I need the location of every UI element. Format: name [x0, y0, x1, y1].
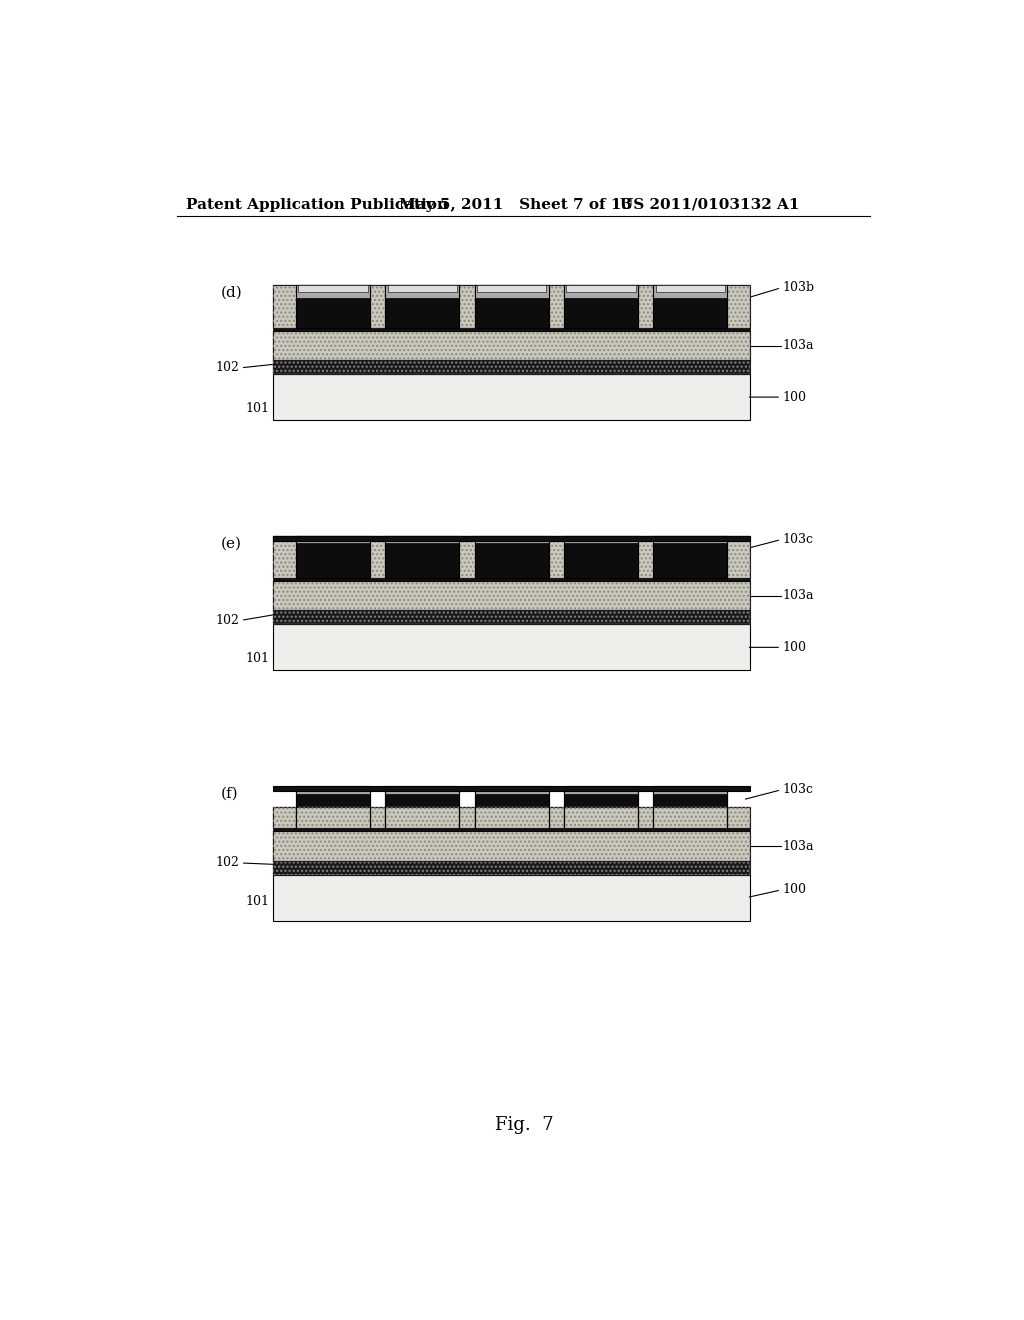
- Bar: [273, 624, 751, 671]
- Bar: [653, 807, 727, 828]
- Bar: [566, 285, 636, 292]
- Text: 103a: 103a: [782, 589, 814, 602]
- Text: (d): (d): [220, 286, 243, 300]
- Text: 102: 102: [215, 362, 240, 375]
- Bar: [273, 832, 751, 861]
- Bar: [273, 360, 751, 374]
- Text: 103c: 103c: [782, 783, 814, 796]
- Bar: [564, 536, 638, 578]
- Bar: [273, 581, 751, 610]
- Bar: [273, 610, 751, 624]
- Text: (f): (f): [220, 787, 239, 801]
- Text: Patent Application Publication: Patent Application Publication: [186, 198, 449, 211]
- Bar: [564, 285, 638, 298]
- Text: 101: 101: [245, 895, 269, 908]
- Bar: [653, 536, 727, 544]
- Bar: [296, 807, 370, 828]
- Text: 103a: 103a: [782, 339, 814, 352]
- Bar: [273, 374, 751, 420]
- Bar: [385, 807, 460, 828]
- Bar: [564, 785, 638, 829]
- Bar: [388, 285, 457, 292]
- Bar: [385, 536, 460, 578]
- Text: US 2011/0103132 A1: US 2011/0103132 A1: [620, 198, 799, 211]
- Bar: [273, 875, 751, 921]
- Bar: [296, 285, 370, 327]
- Bar: [385, 285, 460, 298]
- Bar: [296, 785, 370, 793]
- Bar: [564, 807, 638, 828]
- Bar: [475, 807, 549, 828]
- Bar: [655, 285, 725, 292]
- Bar: [385, 807, 460, 828]
- Bar: [564, 285, 638, 327]
- Bar: [653, 785, 727, 829]
- Bar: [653, 785, 727, 793]
- Text: 102: 102: [215, 857, 240, 870]
- Bar: [273, 785, 751, 792]
- Text: 103b: 103b: [782, 281, 815, 294]
- Bar: [298, 285, 368, 292]
- Bar: [475, 285, 549, 298]
- Text: 103c: 103c: [782, 533, 814, 546]
- Bar: [273, 285, 751, 327]
- Bar: [296, 785, 370, 829]
- Bar: [273, 610, 751, 624]
- Bar: [477, 285, 547, 292]
- Bar: [475, 536, 549, 578]
- Bar: [273, 807, 751, 828]
- Bar: [296, 536, 370, 544]
- Bar: [273, 536, 751, 541]
- Bar: [653, 285, 727, 298]
- Bar: [653, 536, 727, 578]
- Bar: [273, 285, 751, 327]
- Bar: [653, 807, 727, 828]
- Bar: [296, 536, 370, 578]
- Text: 101: 101: [245, 403, 269, 416]
- Bar: [273, 331, 751, 360]
- Bar: [273, 536, 751, 578]
- Text: 100: 100: [782, 391, 807, 404]
- Text: 100: 100: [782, 883, 807, 896]
- Bar: [385, 785, 460, 829]
- Bar: [385, 785, 460, 793]
- Text: Fig.  7: Fig. 7: [496, 1115, 554, 1134]
- Bar: [273, 581, 751, 610]
- Text: 101: 101: [245, 652, 269, 665]
- Bar: [296, 285, 370, 298]
- Bar: [273, 578, 751, 581]
- Bar: [564, 807, 638, 828]
- Text: 100: 100: [782, 640, 807, 653]
- Bar: [273, 327, 751, 331]
- Bar: [385, 285, 460, 327]
- Bar: [273, 331, 751, 360]
- Bar: [475, 785, 549, 829]
- Bar: [475, 785, 549, 793]
- Bar: [273, 861, 751, 875]
- Bar: [273, 832, 751, 861]
- Text: 103a: 103a: [782, 840, 814, 853]
- Text: 102: 102: [215, 614, 240, 627]
- Bar: [653, 285, 727, 327]
- Bar: [475, 536, 549, 544]
- Bar: [273, 861, 751, 875]
- Bar: [273, 829, 751, 832]
- Bar: [273, 360, 751, 374]
- Bar: [296, 807, 370, 828]
- Bar: [564, 536, 638, 544]
- Bar: [475, 807, 549, 828]
- Text: May 5, 2011   Sheet 7 of 13: May 5, 2011 Sheet 7 of 13: [398, 198, 632, 211]
- Bar: [385, 536, 460, 544]
- Bar: [273, 807, 751, 828]
- Bar: [475, 285, 549, 327]
- Bar: [564, 785, 638, 793]
- Text: (e): (e): [220, 536, 242, 550]
- Bar: [273, 536, 751, 578]
